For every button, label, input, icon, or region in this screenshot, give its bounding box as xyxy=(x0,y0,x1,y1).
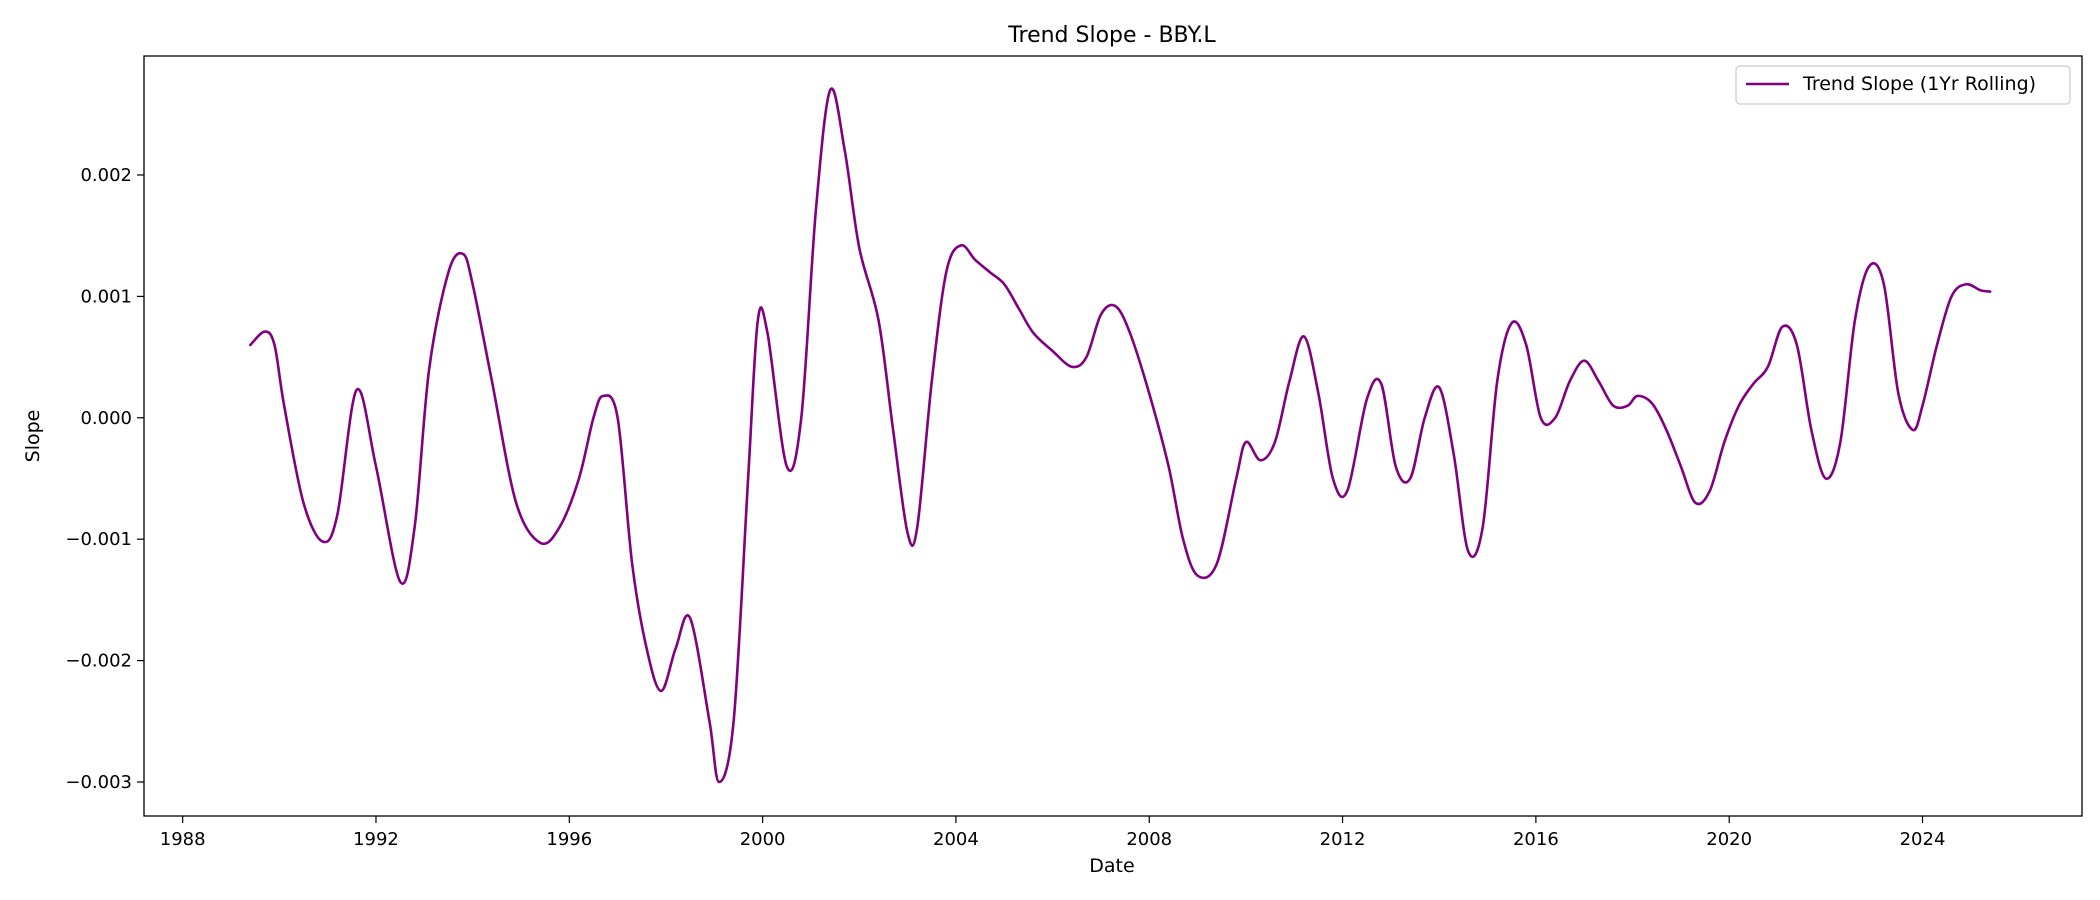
series-line-trend-slope xyxy=(249,87,1992,784)
x-axis: 1988 1992 1996 2000 2004 2008 2012 2016 2020 2024 xyxy=(160,816,1946,850)
y-tick-label: 0.000 xyxy=(80,408,132,429)
x-axis-label: Date xyxy=(1089,855,1134,877)
x-tick-label: 2024 xyxy=(1900,829,1946,850)
x-tick-label: 1988 xyxy=(160,829,206,850)
x-tick-label: 2020 xyxy=(1706,829,1752,850)
y-tick-label: −0.003 xyxy=(65,772,132,793)
y-tick-label: −0.002 xyxy=(65,651,132,672)
legend-entry-label: Trend Slope (1Yr Rolling) xyxy=(1802,73,2036,95)
y-tick-label: 0.001 xyxy=(80,286,132,307)
x-tick-label: 2000 xyxy=(740,829,786,850)
x-tick-label: 2016 xyxy=(1513,829,1559,850)
x-tick-label: 2004 xyxy=(933,829,979,850)
x-tick-label: 2012 xyxy=(1320,829,1366,850)
legend: Trend Slope (1Yr Rolling) xyxy=(1735,65,2071,105)
chart-title: Trend Slope - BBY.L xyxy=(1007,23,1216,48)
x-tick-label: 2008 xyxy=(1126,829,1172,850)
y-tick-label: 0.002 xyxy=(80,165,132,186)
plot-frame xyxy=(143,55,2083,817)
legend-box xyxy=(1735,65,2071,105)
x-tick-label: 1996 xyxy=(546,829,592,850)
y-tick-label: −0.001 xyxy=(65,529,132,550)
plot-area xyxy=(249,87,1992,784)
y-axis-label: Slope xyxy=(22,410,44,463)
x-tick-label: 1992 xyxy=(353,829,399,850)
y-axis: −0.003 −0.002 −0.001 0.000 0.001 0.002 xyxy=(65,165,144,793)
